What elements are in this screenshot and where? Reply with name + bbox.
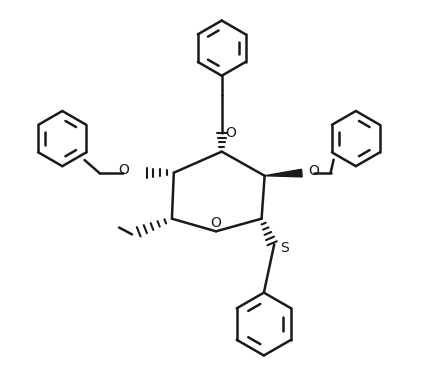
- Text: O: O: [226, 126, 236, 140]
- Text: O: O: [211, 216, 222, 230]
- Text: O: O: [308, 164, 319, 178]
- Text: O: O: [118, 163, 129, 177]
- Polygon shape: [265, 169, 302, 177]
- Text: S: S: [280, 241, 289, 255]
